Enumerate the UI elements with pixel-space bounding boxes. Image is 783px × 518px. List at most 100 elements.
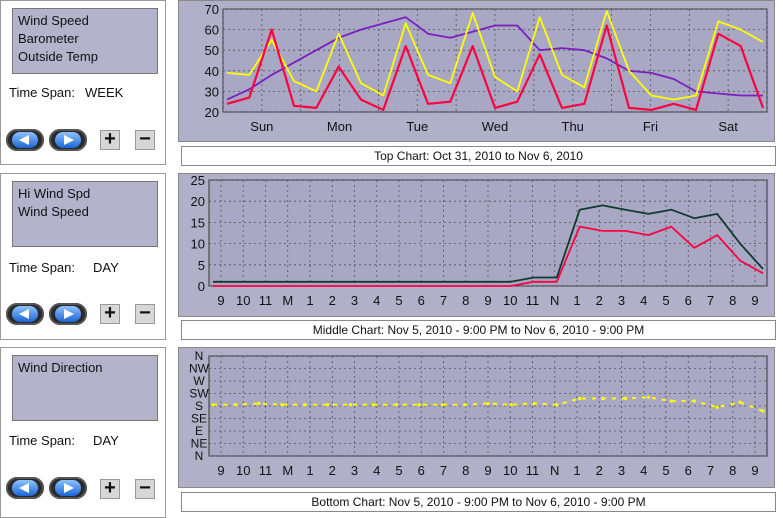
middle-chart-control-panel: Hi Wind Spd Wind Speed Time Span: DAY + −	[0, 173, 166, 340]
x-tick-label: 4	[640, 463, 647, 478]
data-point	[715, 405, 719, 409]
x-tick-label: 2	[329, 293, 336, 308]
middle-time-span: Time Span: DAY	[9, 260, 119, 275]
x-tick-label: M	[282, 463, 293, 478]
top-zoom-out-button[interactable]: −	[135, 129, 155, 150]
bottom-zoom-out-button[interactable]: −	[135, 478, 155, 499]
sensor-item[interactable]: Wind Speed	[18, 13, 89, 28]
y-tick-label: 15	[191, 215, 205, 230]
bottom-back-button[interactable]	[6, 477, 44, 499]
top-sensor-list[interactable]: Wind Speed Barometer Outside Temp	[12, 8, 158, 74]
sensor-item[interactable]: Barometer	[18, 31, 79, 46]
x-tick-label: Tue	[406, 119, 428, 134]
x-tick-label: 6	[418, 463, 425, 478]
x-tick-label: 8	[729, 463, 736, 478]
x-tick-label: 11	[526, 463, 540, 478]
x-tick-label: Sat	[718, 119, 738, 134]
x-tick-label: 3	[351, 463, 358, 478]
y-tick-label: NW	[189, 362, 210, 376]
x-tick-label: 9	[217, 463, 224, 478]
y-tick-label: NE	[191, 437, 208, 451]
bottom-zoom-in-button[interactable]: +	[100, 478, 120, 499]
x-tick-label: 8	[729, 293, 736, 308]
x-tick-label: 10	[503, 293, 517, 308]
y-tick-label: E	[195, 424, 203, 438]
x-tick-label: 4	[373, 293, 380, 308]
sensor-item[interactable]: Outside Temp	[18, 49, 98, 64]
top-time-span: Time Span: WEEK	[9, 85, 123, 100]
plot-area	[208, 179, 768, 287]
y-tick-label: W	[193, 374, 205, 388]
x-tick-label: 4	[373, 463, 380, 478]
y-tick-label: 5	[198, 258, 205, 273]
middle-zoom-in-button[interactable]: +	[100, 303, 120, 324]
bottom-forward-button[interactable]	[49, 477, 87, 499]
x-tick-label: 8	[462, 293, 469, 308]
middle-sensor-list[interactable]: Hi Wind Spd Wind Speed	[12, 181, 158, 247]
x-tick-label: Mon	[327, 119, 352, 134]
top-chart-frame: 20 30 40 50 60 70 Sun Mon Tue Wed Thu Fri Sat	[178, 0, 775, 142]
data-point	[738, 400, 742, 404]
middle-chart-frame: 0 5 10 15 20 25 9 10 11 M 1 2 3 4 5 6 7 8 9 10 11 N 1 2 3 4 5 6 7 8 9	[178, 173, 775, 317]
top-chart-control-panel: Wind Speed Barometer Outside Temp Time S…	[0, 0, 166, 165]
data-point	[303, 403, 307, 407]
x-tick-label: 1	[573, 293, 580, 308]
middle-forward-button[interactable]	[49, 303, 87, 325]
x-tick-label: 2	[596, 293, 603, 308]
middle-chart-caption: Middle Chart: Nov 5, 2010 - 9:00 PM to N…	[181, 320, 776, 340]
x-tick-label: 11	[259, 463, 273, 478]
data-point	[417, 403, 421, 407]
bottom-sensor-list[interactable]: Wind Direction	[12, 355, 158, 421]
top-zoom-in-button[interactable]: +	[100, 129, 120, 150]
forward-arrow-icon	[64, 483, 74, 493]
x-tick-label: 11	[526, 293, 540, 308]
x-tick-label: 9	[751, 463, 758, 478]
middle-zoom-out-button[interactable]: −	[135, 303, 155, 324]
data-point	[600, 396, 605, 401]
data-point	[761, 409, 765, 413]
forward-arrow-icon	[64, 309, 74, 319]
data-point	[646, 395, 651, 399]
x-tick-label: Sun	[250, 119, 273, 134]
x-tick-label: 2	[596, 463, 603, 478]
y-tick-label: N	[195, 449, 204, 463]
middle-back-button[interactable]	[6, 303, 44, 325]
x-tick-label: 9	[484, 463, 491, 478]
data-point	[234, 403, 238, 407]
data-point	[486, 401, 490, 406]
data-point	[623, 396, 628, 401]
x-tick-label: 5	[662, 463, 669, 478]
y-tick-label: SW	[189, 387, 209, 401]
top-forward-button[interactable]	[49, 129, 87, 151]
data-point	[394, 403, 398, 407]
bottom-chart-frame: N NW W SW S SE E NE N 9 10 11 M 1 2 3 4 5 6 7 8 9 10 11 N 1 2 3 4 5 6 7…	[178, 347, 775, 488]
top-chart-caption: Top Chart: Oct 31, 2010 to Nov 6, 2010	[181, 146, 776, 166]
x-tick-label: 1	[306, 293, 313, 308]
y-tick-label: 10	[191, 237, 205, 252]
back-arrow-icon	[19, 483, 29, 493]
x-tick-label: 9	[484, 293, 491, 308]
x-tick-label: 11	[259, 293, 273, 308]
sensor-item[interactable]: Hi Wind Spd	[18, 186, 91, 201]
x-tick-label: 9	[751, 293, 758, 308]
x-tick-label: 6	[418, 293, 425, 308]
x-tick-label: 6	[685, 293, 692, 308]
data-point	[463, 403, 467, 407]
x-tick-label: 7	[440, 463, 447, 478]
x-tick-label: 1	[306, 463, 313, 478]
sensor-item[interactable]: Wind Speed	[18, 204, 89, 219]
data-point	[509, 403, 513, 407]
x-tick-label: M	[282, 293, 293, 308]
top-back-button[interactable]	[6, 129, 44, 151]
x-tick-label: 10	[236, 463, 250, 478]
time-span-label: Time Span:	[9, 433, 75, 448]
x-tick-label: N	[550, 293, 559, 308]
series-temp	[226, 10, 764, 101]
x-tick-label: 7	[707, 463, 714, 478]
x-tick-label: 3	[618, 293, 625, 308]
top-chart: 20 30 40 50 60 70 Sun Mon Tue Wed Thu Fri Sat	[205, 2, 768, 134]
x-tick-label: 2	[329, 463, 336, 478]
sensor-item[interactable]: Wind Direction	[18, 360, 103, 375]
